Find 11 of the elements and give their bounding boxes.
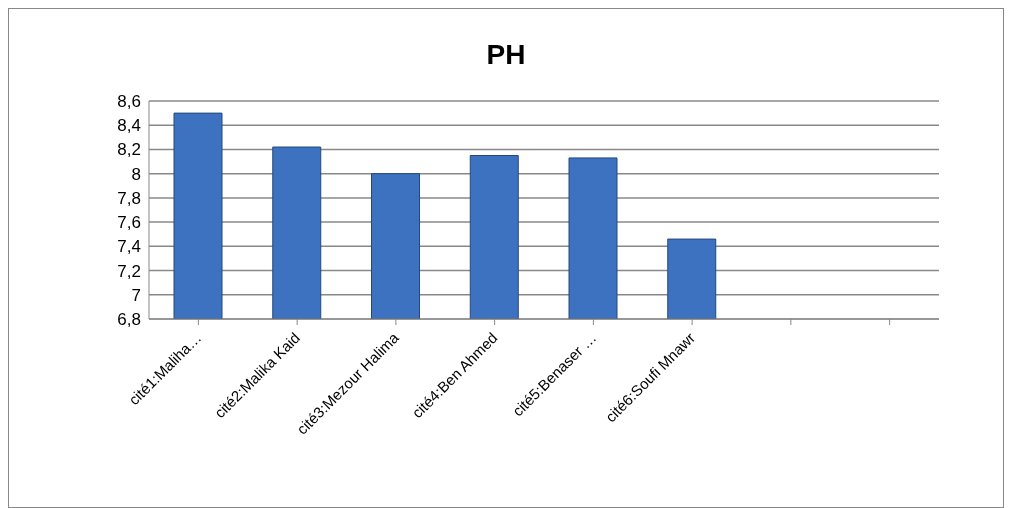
y-tick-label: 7,6 [117,213,141,233]
y-tick-label: 7 [131,285,141,305]
y-tick-label: 8,6 [117,92,141,112]
y-tick-label: 8,4 [117,116,141,136]
y-tick-label: 6,8 [117,310,141,330]
y-tick-label: 7,4 [117,237,141,257]
y-tick-label: 7,8 [117,188,141,208]
y-tick-label: 7,2 [117,261,141,281]
y-tick-label: 8,2 [117,140,141,160]
chart-title: PH [485,39,527,71]
y-tick-label: 8 [131,164,141,184]
